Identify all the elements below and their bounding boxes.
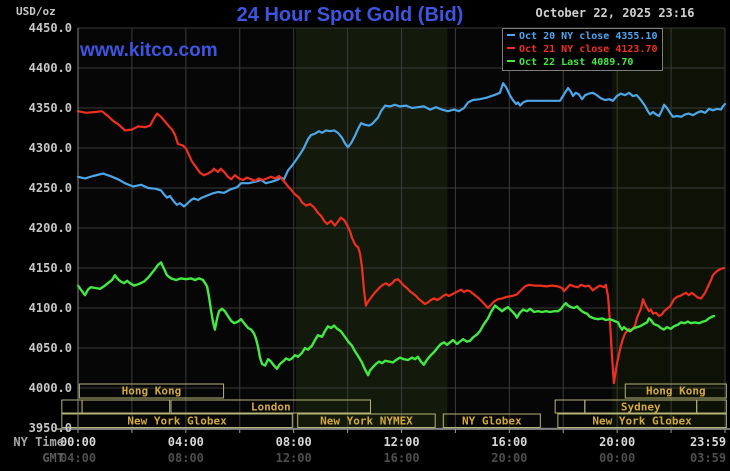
y-axis-tick-label: 4400.0 [28,61,72,75]
datetime-label: October 22, 2025 23:16 [535,6,695,20]
x-axis-tick-label-gmt: 03:59 [689,451,727,465]
x-axis-tick-label-ny: 00:00 [59,435,97,449]
legend-item: Oct 20 NY close 4355.10 [506,30,662,43]
price-line-oct-20 [76,82,727,208]
y-axis-tick-label: 4450.0 [28,21,72,35]
legend-swatch [507,59,515,62]
session-box [624,383,727,399]
session-label: Hong Kong [122,385,182,398]
session-box [696,399,727,414]
legend-item: Oct 22 Last 4089.70 [506,56,662,69]
legend-label: Oct 20 NY close 4355.10 [519,31,658,42]
chart-title: 24 Hour Spot Gold (Bid) [236,4,464,26]
y-axis-tick-label: 4050.0 [28,341,72,355]
legend-item: Oct 21 NY close 4123.70 [506,43,662,56]
y-axis-tick-label: 4300.0 [28,141,72,155]
y-axis-tick-label: 4100.0 [28,301,72,315]
legend-label: Oct 22 Last 4089.70 [519,57,634,68]
x-axis-tick-label-gmt: 08:00 [167,451,204,465]
session-label: NY Globex [462,415,522,428]
x-axis-tick-label-ny: 12:00 [383,435,420,449]
legend-swatch [507,46,515,49]
y-axis-tick-label: 4200.0 [28,221,72,235]
ny-time-row-label: NY Time [13,435,64,449]
x-axis-tick-label-ny: 08:00 [275,435,312,449]
y-axis-tick-label: 4150.0 [28,261,72,275]
price-line-oct-22 [76,261,716,377]
x-axis-tick-label-gmt: 16:00 [383,451,420,465]
session-label: London [251,401,291,414]
session-box [81,399,171,414]
session-label: New York Globex [127,415,227,428]
units-label: USD/oz [16,5,56,18]
legend-swatch [507,33,515,36]
y-axis-tick-label: 4350.0 [28,101,72,115]
x-axis-tick-label-ny: 20:00 [599,435,636,449]
session-box [557,413,727,428]
x-axis-tick-label-ny: 16:00 [491,435,528,449]
session-label: Hong Kong [646,385,706,398]
session-box [442,413,541,428]
x-axis-tick-label-gmt: 12:00 [275,451,312,465]
session-label: New York Globex [592,415,692,428]
x-axis-tick-label-gmt: 04:00 [59,451,97,465]
session-box [170,399,371,414]
session-label: New York NYMEX [320,415,413,428]
price-line-oct-21 [76,110,726,385]
x-axis-tick-label-ny: 23:59 [689,435,727,449]
x-axis-tick-label-gmt: 00:00 [599,451,636,465]
legend-box: Oct 20 NY close 4355.10 Oct 21 NY close 4… [502,28,663,71]
y-axis-tick-label: 4250.0 [28,181,72,195]
x-axis-tick-label-ny: 04:00 [167,435,204,449]
session-label: Sydney [621,401,661,414]
y-axis-tick-label: 4000.0 [28,381,72,395]
gmt-row-label: GMT [42,451,64,465]
y-axis-tick-label: 3950.0 [28,421,72,435]
legend-label: Oct 21 NY close 4123.70 [519,44,658,55]
kitco-watermark-link[interactable]: www.kitco.com [80,40,218,61]
session-box [61,413,293,428]
session-box [297,413,436,428]
x-axis-tick-label-gmt: 20:00 [491,451,528,465]
session-box [78,383,225,399]
